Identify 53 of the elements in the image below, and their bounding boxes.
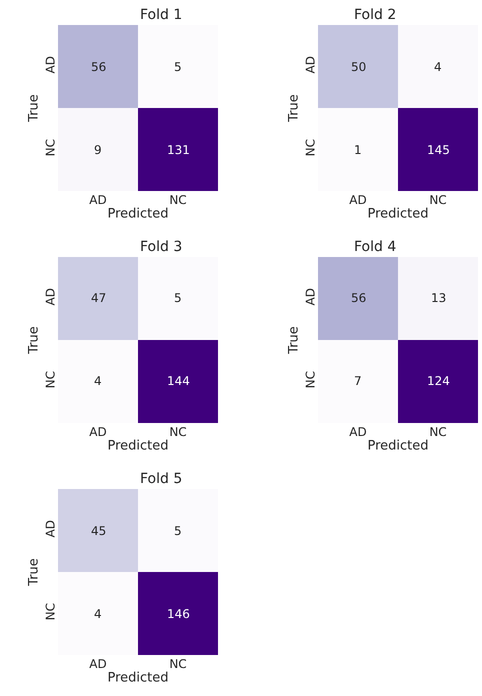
y-axis-title: True xyxy=(26,326,42,355)
y-tick-label: AD xyxy=(44,56,58,74)
y-tick-label: AD xyxy=(44,288,58,306)
x-tick-label: AD xyxy=(349,193,367,207)
data-label: 144 xyxy=(167,374,190,388)
x-axis-title: Predicted xyxy=(367,206,429,222)
y-tick-label: NC xyxy=(44,371,58,388)
x-axis-title: Predicted xyxy=(367,438,429,454)
data-label: 56 xyxy=(91,60,106,74)
y-tick-label: NC xyxy=(44,603,58,620)
data-label: 146 xyxy=(167,607,190,621)
chart-title: Fold 1 xyxy=(140,7,182,23)
data-label: 13 xyxy=(431,291,446,305)
y-tick-label: NC xyxy=(44,139,58,156)
data-label: 4 xyxy=(434,60,442,74)
x-tick-label: AD xyxy=(89,425,107,439)
data-label: 7 xyxy=(354,374,362,388)
data-label: 56 xyxy=(351,291,366,305)
x-tick-label: NC xyxy=(169,193,187,207)
x-axis-title: Predicted xyxy=(107,438,169,454)
data-label: 5 xyxy=(174,60,182,74)
data-label: 5 xyxy=(174,524,182,538)
x-tick-label: NC xyxy=(429,193,447,207)
data-label: 45 xyxy=(91,524,106,538)
data-label: 145 xyxy=(427,143,450,157)
chart-title: Fold 3 xyxy=(140,239,182,255)
x-axis-title: Predicted xyxy=(107,206,169,222)
chart-title: Fold 4 xyxy=(354,239,396,255)
x-tick-label: AD xyxy=(89,193,107,207)
data-label: 4 xyxy=(94,607,102,621)
data-label: 47 xyxy=(91,291,106,305)
chart-title: Fold 5 xyxy=(140,471,182,487)
y-axis-title: True xyxy=(26,94,42,123)
data-label: 5 xyxy=(174,291,182,305)
y-tick-label: AD xyxy=(304,288,318,306)
data-label: 124 xyxy=(427,374,450,388)
y-tick-label: NC xyxy=(304,139,318,156)
data-label: 1 xyxy=(354,143,362,157)
y-axis-title: True xyxy=(26,558,42,587)
y-tick-label: AD xyxy=(44,520,58,538)
x-tick-label: NC xyxy=(169,425,187,439)
y-axis-title: True xyxy=(286,94,302,123)
x-axis-title: Predicted xyxy=(107,670,169,686)
x-tick-label: NC xyxy=(429,425,447,439)
data-label: 4 xyxy=(94,374,102,388)
data-label: 9 xyxy=(94,143,102,157)
data-label: 50 xyxy=(351,60,366,74)
y-tick-label: AD xyxy=(304,56,318,74)
chart-title: Fold 2 xyxy=(354,7,396,23)
data-label: 131 xyxy=(167,143,190,157)
x-tick-label: AD xyxy=(349,425,367,439)
y-tick-label: NC xyxy=(304,371,318,388)
y-axis-title: True xyxy=(286,326,302,355)
